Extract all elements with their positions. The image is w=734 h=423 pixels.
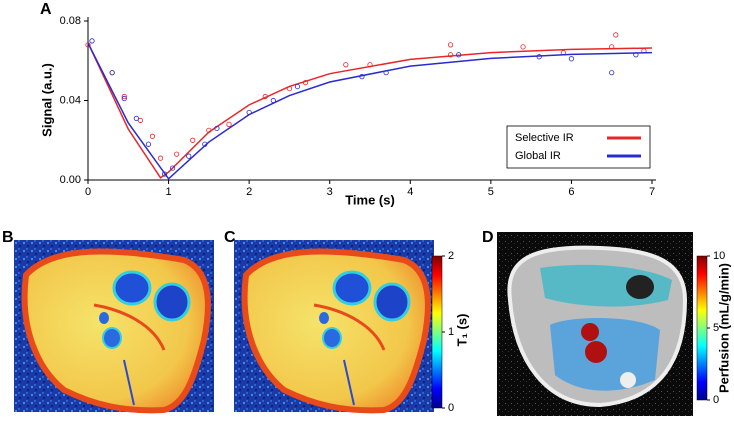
colorbar-tick-label: 0: [713, 394, 719, 406]
panel-label: A: [40, 1, 52, 18]
data-point: [294, 83, 301, 90]
x-tick-label: 3: [327, 186, 333, 198]
data-point: [270, 97, 276, 104]
t1-map-image: [14, 240, 214, 412]
data-point: [536, 54, 542, 60]
data-point: [157, 155, 164, 161]
y-tick-label: 0.00: [60, 174, 81, 186]
data-point: [286, 85, 293, 92]
x-tick-label: 6: [568, 186, 574, 198]
x-tick-label: 5: [488, 186, 494, 198]
data-point: [133, 115, 139, 121]
colorbar-tick-label: 5: [713, 322, 719, 334]
colorbar-tick-label: 2: [448, 250, 454, 262]
x-tick-label: 4: [407, 186, 413, 198]
data-point: [262, 93, 268, 100]
t1-map-image: [234, 240, 434, 412]
data-point: [121, 95, 127, 102]
data-point: [609, 70, 615, 76]
data-point: [520, 44, 526, 50]
data-point: [161, 171, 168, 177]
data-point: [447, 42, 454, 48]
fit-line: [87, 42, 653, 179]
panel-label: C: [224, 229, 236, 246]
data-point: [447, 52, 454, 58]
x-tick-label: 7: [649, 186, 655, 198]
data-point: [633, 52, 639, 58]
legend-box: [506, 125, 651, 169]
x-tick-label: 1: [166, 186, 172, 198]
colorbar-label: T₁ (s): [454, 314, 469, 347]
data-point: [190, 137, 196, 143]
data-point: [206, 127, 212, 133]
data-point: [456, 52, 462, 58]
y-tick-label: 0.08: [60, 15, 81, 27]
colorbar: [696, 255, 708, 401]
data-point: [367, 62, 373, 68]
x-axis-label: Time (s): [345, 192, 395, 207]
data-point: [359, 74, 365, 80]
data-point: [343, 62, 349, 68]
data-point: [149, 133, 156, 139]
data-point: [609, 44, 615, 50]
data-point: [137, 117, 143, 123]
fit-line: [87, 42, 653, 180]
legend-label: Selective IR: [515, 132, 574, 144]
perfusion-image: [497, 232, 693, 416]
data-point: [214, 125, 220, 131]
data-point: [383, 70, 389, 76]
colorbar-tick-label: 1: [448, 326, 454, 338]
data-point: [202, 141, 208, 147]
colorbar-tick-label: 10: [713, 250, 725, 262]
legend-label: Global IR: [515, 150, 561, 162]
data-point: [302, 80, 309, 86]
data-point: [89, 38, 95, 44]
data-point: [109, 70, 115, 76]
x-tick-label: 0: [85, 186, 91, 198]
panel-label: D: [482, 229, 494, 246]
data-point: [170, 165, 176, 171]
colorbar: [431, 255, 443, 409]
data-point: [246, 109, 252, 116]
data-point: [145, 141, 152, 147]
data-point: [121, 93, 127, 100]
data-point: [568, 56, 575, 62]
panel-label: B: [2, 229, 14, 246]
data-point: [85, 42, 91, 48]
data-point: [613, 32, 619, 38]
data-point: [186, 153, 192, 159]
data-point: [174, 151, 180, 157]
colorbar-label: Perfusion (mL/g/min): [716, 263, 731, 393]
data-point: [226, 121, 232, 127]
colorbar-tick-label: 0: [448, 402, 454, 414]
y-axis-label: Signal (a.u.): [39, 63, 54, 137]
y-tick-label: 0.04: [60, 94, 81, 106]
x-tick-label: 2: [246, 186, 252, 198]
